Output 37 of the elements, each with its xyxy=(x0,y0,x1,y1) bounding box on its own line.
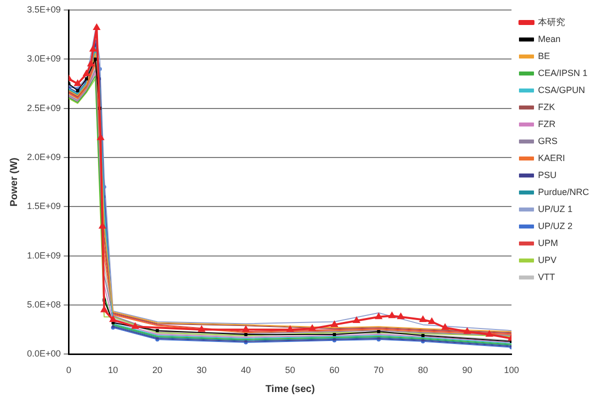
legend-label: UP/UZ 1 xyxy=(538,204,572,214)
x-tick-label: 10 xyxy=(108,365,118,376)
x-tick-label: 50 xyxy=(285,365,296,376)
legend-label: FZR xyxy=(538,118,556,129)
legend-label: VTT xyxy=(538,272,556,282)
legend-label: Mean xyxy=(538,34,560,44)
y-tick-label: 0.0E+00 xyxy=(27,348,61,359)
x-tick-label: 20 xyxy=(152,365,162,376)
x-tick-label: 80 xyxy=(418,365,428,376)
y-axis-title: Power (W) xyxy=(8,158,20,207)
legend-label: UP/UZ 2 xyxy=(538,220,572,231)
x-tick-label: 60 xyxy=(329,365,340,376)
legend-label: PSU xyxy=(538,170,556,180)
legend-label: CEA/IPSN 1 xyxy=(538,68,588,78)
legend-label: CSA/GPUN xyxy=(538,84,585,95)
y-tick-label: 1.5E+09 xyxy=(27,201,61,212)
y-tick-label: 3.0E+09 xyxy=(27,54,61,64)
y-tick-label: 3.5E+09 xyxy=(27,4,61,14)
x-tick-label: 0 xyxy=(66,365,72,376)
y-tick-label: 1.0E+09 xyxy=(27,250,61,260)
legend-label: FZK xyxy=(538,102,555,112)
legend-label: GRS xyxy=(538,136,558,146)
y-tick-label: 2.5E+09 xyxy=(27,102,61,113)
legend-label: Purdue/NRC xyxy=(538,186,590,197)
x-tick-label: 40 xyxy=(240,365,251,376)
legend-label: BE xyxy=(538,50,550,61)
legend-label: KAERI xyxy=(538,152,565,163)
legend-label: 本研究 xyxy=(538,16,565,27)
x-tick-label: 90 xyxy=(462,365,472,376)
x-axis-title: Time (sec) xyxy=(265,384,315,395)
legend-label: UPV xyxy=(538,254,556,265)
y-tick-label: 5.0E+08 xyxy=(27,300,61,310)
x-tick-label: 70 xyxy=(374,365,384,376)
y-tick-label: 2.0E+09 xyxy=(27,152,61,162)
legend-label: UPM xyxy=(538,238,558,248)
x-tick-label: 100 xyxy=(504,365,519,376)
x-tick-label: 30 xyxy=(196,365,207,376)
